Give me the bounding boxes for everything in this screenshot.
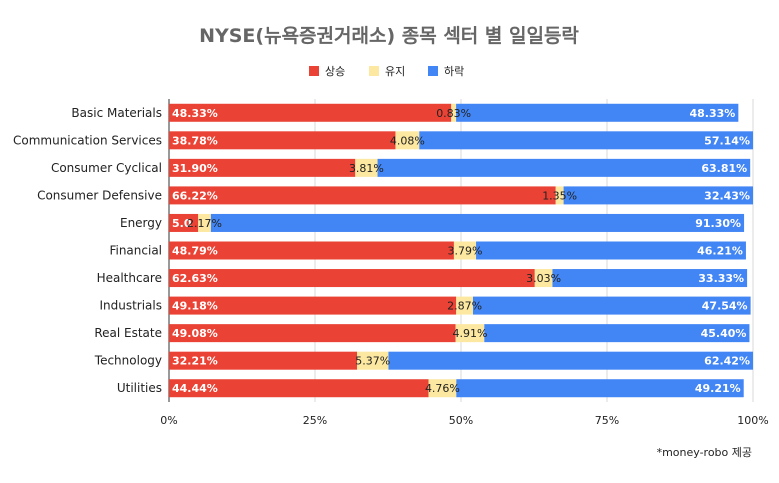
bar-0-5 xyxy=(169,241,454,260)
data-label-1-10: 4.76% xyxy=(425,382,460,395)
bar-0-2 xyxy=(169,158,356,177)
x-tick-label-0: 0% xyxy=(160,414,177,427)
bar-2-7 xyxy=(472,296,751,315)
data-label-2-10: 49.21% xyxy=(695,382,741,395)
bar-0-1 xyxy=(169,131,396,150)
bar-1-3 xyxy=(555,186,564,205)
bar-2-3 xyxy=(563,186,753,205)
legend-label-2: 하락 xyxy=(444,64,464,78)
category-label-1: Communication Services xyxy=(13,133,162,147)
bar-1-1 xyxy=(395,131,420,150)
legend-label-0: 상승 xyxy=(325,65,345,78)
bar-1-10 xyxy=(428,379,457,398)
data-label-0-2: 31.90% xyxy=(172,162,218,175)
bar-0-9 xyxy=(169,351,358,370)
category-label-8: Real Estate xyxy=(94,326,162,340)
bar-2-2 xyxy=(377,158,751,177)
bar-0-6 xyxy=(169,269,535,288)
chart-title: NYSE(뉴욕증권거래소) 종목 섹터 별 일일등락 xyxy=(199,25,579,47)
data-label-1-0: 0.83% xyxy=(436,107,471,120)
data-label-1-3: 1.35% xyxy=(542,189,577,202)
category-label-7: Industrials xyxy=(99,299,162,313)
bar-2-6 xyxy=(552,269,748,288)
bar-1-8 xyxy=(455,324,485,343)
bar-0-10 xyxy=(169,379,429,398)
bar-1-5 xyxy=(453,241,477,260)
bar-2-0 xyxy=(456,103,739,122)
bar-2-8 xyxy=(484,324,750,343)
data-label-2-2: 63.81% xyxy=(701,162,747,175)
data-label-1-4: 2.17% xyxy=(187,217,222,230)
data-label-0-4: 5.0 xyxy=(172,217,192,230)
data-label-2-6: 33.33% xyxy=(698,272,744,285)
data-label-0-1: 38.78% xyxy=(172,134,218,147)
bar-1-7 xyxy=(456,296,473,315)
category-label-10: Utilities xyxy=(117,381,162,395)
data-label-2-9: 62.42% xyxy=(704,355,750,368)
legend-swatch-2 xyxy=(428,66,438,76)
category-label-0: Basic Materials xyxy=(71,106,162,120)
data-label-0-8: 49.08% xyxy=(172,327,218,340)
data-label-0-5: 48.79% xyxy=(172,245,218,258)
data-label-0-9: 32.21% xyxy=(172,355,218,368)
data-label-0-3: 66.22% xyxy=(172,189,218,202)
bars: 48.33% 0.83% 48.33% 38.78% 4.08% 57.14% 31.90%… xyxy=(169,103,753,398)
data-label-0-10: 44.44% xyxy=(172,382,218,395)
bar-2-9 xyxy=(388,351,753,370)
category-label-3: Consumer Defensive xyxy=(37,188,162,202)
data-label-1-2: 3.81% xyxy=(349,162,384,175)
bar-2-5 xyxy=(476,241,746,260)
legend: 상승 유지 하락 xyxy=(309,64,464,78)
data-label-2-7: 47.54% xyxy=(702,300,748,313)
category-label-5: Financial xyxy=(109,244,162,258)
data-label-2-5: 46.21% xyxy=(697,245,743,258)
x-tick-label-1: 25% xyxy=(303,414,327,427)
category-label-4: Energy xyxy=(120,216,162,230)
bar-0-7 xyxy=(169,296,457,315)
bar-2-10 xyxy=(456,379,744,398)
bar-1-0 xyxy=(451,103,457,122)
data-label-0-7: 49.18% xyxy=(172,300,218,313)
data-label-1-7: 2.87% xyxy=(447,300,482,313)
bar-1-6 xyxy=(534,269,553,288)
bar-2-4 xyxy=(210,213,745,232)
bar-0-3 xyxy=(169,186,556,205)
data-label-2-4: 91.30% xyxy=(695,217,741,230)
x-tick-label-2: 50% xyxy=(449,414,473,427)
data-label-2-1: 57.14% xyxy=(704,134,750,147)
bar-1-2 xyxy=(355,158,378,177)
bar-0-0 xyxy=(169,103,452,122)
data-label-0-0: 48.33% xyxy=(172,107,218,120)
bar-1-9 xyxy=(357,351,389,370)
data-label-1-8: 4.91% xyxy=(452,327,487,340)
data-label-1-9: 5.37% xyxy=(355,355,390,368)
bar-0-4 xyxy=(169,213,199,232)
category-label-2: Consumer Cyclical xyxy=(51,161,162,175)
category-label-9: Technology xyxy=(94,354,162,368)
category-label-6: Healthcare xyxy=(97,271,162,285)
footnote: *money-robo 제공 xyxy=(657,446,752,459)
data-label-2-0: 48.33% xyxy=(690,107,736,120)
legend-swatch-1 xyxy=(369,66,379,76)
bar-2-1 xyxy=(419,131,753,150)
bar-0-8 xyxy=(169,324,456,343)
legend-label-1: 유지 xyxy=(385,65,405,78)
legend-swatch-0 xyxy=(309,66,319,76)
x-tick-label-4: 100% xyxy=(737,414,768,427)
data-label-2-3: 32.43% xyxy=(704,189,750,202)
data-label-1-5: 3.79% xyxy=(448,245,483,258)
data-label-1-1: 4.08% xyxy=(390,134,425,147)
bar-1-4 xyxy=(198,213,211,232)
data-label-2-8: 45.40% xyxy=(701,327,747,340)
category-labels: Basic Materials Communication Services Con… xyxy=(13,106,162,395)
data-label-0-6: 62.63% xyxy=(172,272,218,285)
data-label-1-6: 3.03% xyxy=(526,272,561,285)
x-tick-label-3: 75% xyxy=(595,414,619,427)
x-axis-ticks: 0% 25% 50% 75% 100% xyxy=(160,414,768,427)
